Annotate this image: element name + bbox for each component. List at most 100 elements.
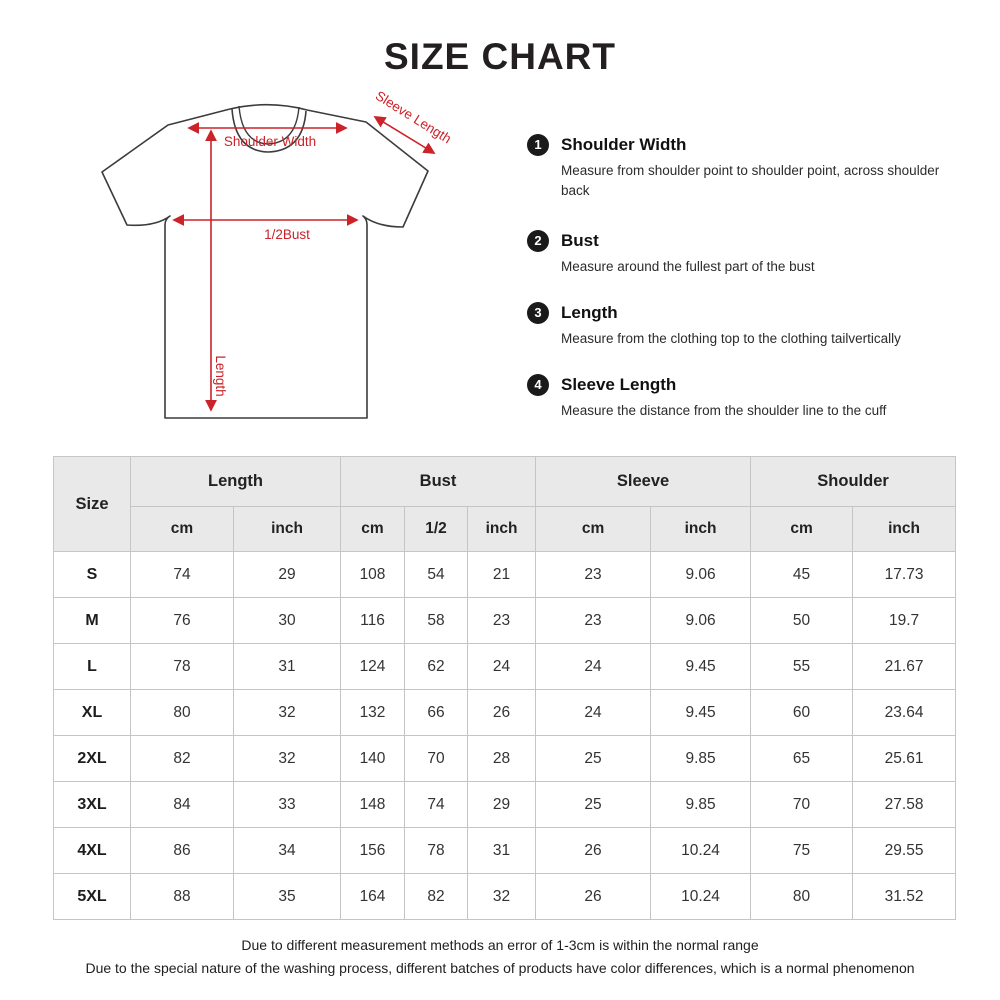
measure-cell: 24 — [535, 643, 652, 690]
subheader-shoulder-cm: cm — [750, 506, 854, 552]
step-1-badge: 1 — [527, 134, 549, 156]
measure-cell: 26 — [535, 827, 652, 874]
measure-cell: 23 — [535, 551, 652, 598]
measure-cell: 24 — [466, 643, 537, 690]
step-4-badge: 4 — [527, 374, 549, 396]
measure-cell: 31 — [466, 827, 537, 874]
instruction-desc: Measure around the fullest part of the b… — [561, 258, 815, 274]
measure-cell: 82 — [404, 873, 468, 920]
subheader-bust-inch: inch — [466, 506, 537, 552]
size-cell: 2XL — [53, 735, 131, 782]
measure-cell: 33 — [233, 781, 341, 828]
measure-cell: 70 — [750, 781, 854, 828]
measure-cell: 9.06 — [650, 597, 752, 644]
measure-cell: 25 — [535, 735, 652, 782]
col-group-length: Length — [130, 456, 341, 507]
half-bust-label: 1/2Bust — [264, 227, 310, 242]
measure-cell: 50 — [750, 597, 854, 644]
instruction-length: 3 Length Measure from the clothing top t… — [527, 301, 967, 349]
size-cell: 4XL — [53, 827, 131, 874]
table-row: S 74 29 108 54 21 23 9.06 45 17.73 — [53, 551, 957, 598]
measure-cell: 31.52 — [852, 873, 957, 920]
table-row: XL 80 32 132 66 26 24 9.45 60 23.64 — [53, 689, 957, 736]
instruction-desc: Measure from shoulder point to shoulder … — [561, 163, 940, 199]
table-row: 2XL 82 32 140 70 28 25 9.85 65 25.61 — [53, 735, 957, 782]
instruction-bust: 2 Bust Measure around the fullest part o… — [527, 229, 967, 277]
measure-cell: 17.73 — [852, 551, 957, 598]
table-row: L 78 31 124 62 24 24 9.45 55 21.67 — [53, 643, 957, 690]
measure-cell: 9.85 — [650, 735, 752, 782]
tshirt-measurement-diagram: Shoulder Width 1/2Bust Length Sleeve Len… — [101, 88, 454, 419]
measure-cell: 108 — [340, 551, 405, 598]
measure-cell: 54 — [404, 551, 468, 598]
measure-cell: 32 — [466, 873, 537, 920]
table-row: 5XL 88 35 164 82 32 26 10.24 80 31.52 — [53, 873, 957, 920]
measure-cell: 23.64 — [852, 689, 957, 736]
measure-cell: 60 — [750, 689, 854, 736]
measure-cell: 65 — [750, 735, 854, 782]
measure-cell: 31 — [233, 643, 341, 690]
measure-cell: 75 — [750, 827, 854, 874]
size-table-body: S 74 29 108 54 21 23 9.06 45 17.73 M 76 30 116 58 23 23 9… — [53, 551, 957, 920]
subheader-shoulder-inch: inch — [852, 506, 957, 552]
table-row: 3XL 84 33 148 74 29 25 9.85 70 27.58 — [53, 781, 957, 828]
measure-cell: 45 — [750, 551, 854, 598]
col-group-bust: Bust — [339, 456, 537, 507]
measure-cell: 80 — [130, 689, 234, 736]
measuring-instructions: 1 Shoulder Width Measure from shoulder p… — [527, 133, 967, 421]
step-2-badge: 2 — [527, 229, 549, 252]
subheader-sleeve-inch: inch — [650, 506, 752, 552]
measure-cell: 66 — [404, 689, 468, 736]
measure-cell: 25 — [535, 781, 652, 828]
measure-cell: 26 — [535, 873, 652, 920]
sleeve-length-arrow — [373, 116, 436, 154]
measure-cell: 132 — [340, 689, 405, 736]
measure-cell: 156 — [340, 827, 405, 874]
measure-cell: 55 — [750, 643, 854, 690]
measure-cell: 9.45 — [650, 643, 752, 690]
measure-cell: 148 — [340, 781, 405, 828]
size-cell: L — [53, 643, 131, 690]
measure-cell: 21 — [466, 551, 537, 598]
measure-cell: 10.24 — [650, 873, 752, 920]
measure-cell: 164 — [340, 873, 405, 920]
col-header-size: Size — [53, 456, 131, 552]
measure-cell: 9.45 — [650, 689, 752, 736]
instruction-desc: Measure from the clothing top to the clo… — [561, 330, 901, 346]
note-color-difference: Due to the special nature of the washing… — [85, 960, 915, 976]
size-cell: 5XL — [53, 873, 131, 920]
table-row: 4XL 86 34 156 78 31 26 10.24 75 29.55 — [53, 827, 957, 874]
col-group-shoulder: Shoulder — [750, 456, 957, 507]
subheader-bust-half: 1/2 — [404, 506, 468, 552]
measure-cell: 140 — [340, 735, 405, 782]
measure-cell: 29 — [233, 551, 341, 598]
measure-cell: 80 — [750, 873, 854, 920]
measure-cell: 58 — [404, 597, 468, 644]
measure-cell: 25.61 — [852, 735, 957, 782]
measure-cell: 32 — [233, 689, 341, 736]
measure-cell: 82 — [130, 735, 234, 782]
measure-cell: 9.85 — [650, 781, 752, 828]
measure-cell: 88 — [130, 873, 234, 920]
measure-cell: 70 — [404, 735, 468, 782]
measure-cell: 9.06 — [650, 551, 752, 598]
measure-cell: 10.24 — [650, 827, 752, 874]
measure-cell: 35 — [233, 873, 341, 920]
subheader-sleeve-cm: cm — [535, 506, 652, 552]
measure-cell: 27.58 — [852, 781, 957, 828]
measure-cell: 116 — [340, 597, 405, 644]
measure-cell: 34 — [233, 827, 341, 874]
col-group-sleeve: Sleeve — [535, 456, 752, 507]
instruction-title: Sleeve Length — [561, 375, 677, 394]
measure-cell: 29.55 — [852, 827, 957, 874]
measure-cell: 86 — [130, 827, 234, 874]
note-measurement-error: Due to different measurement methods an … — [241, 937, 759, 953]
footer-notes: Due to different measurement methods an … — [0, 934, 1000, 980]
size-cell: M — [53, 597, 131, 644]
subheader-bust-cm: cm — [340, 506, 405, 552]
measure-cell: 62 — [404, 643, 468, 690]
subheader-length-inch: inch — [233, 506, 341, 552]
measure-cell: 23 — [535, 597, 652, 644]
instruction-title: Shoulder Width — [561, 135, 687, 154]
subheader-length-cm: cm — [130, 506, 234, 552]
